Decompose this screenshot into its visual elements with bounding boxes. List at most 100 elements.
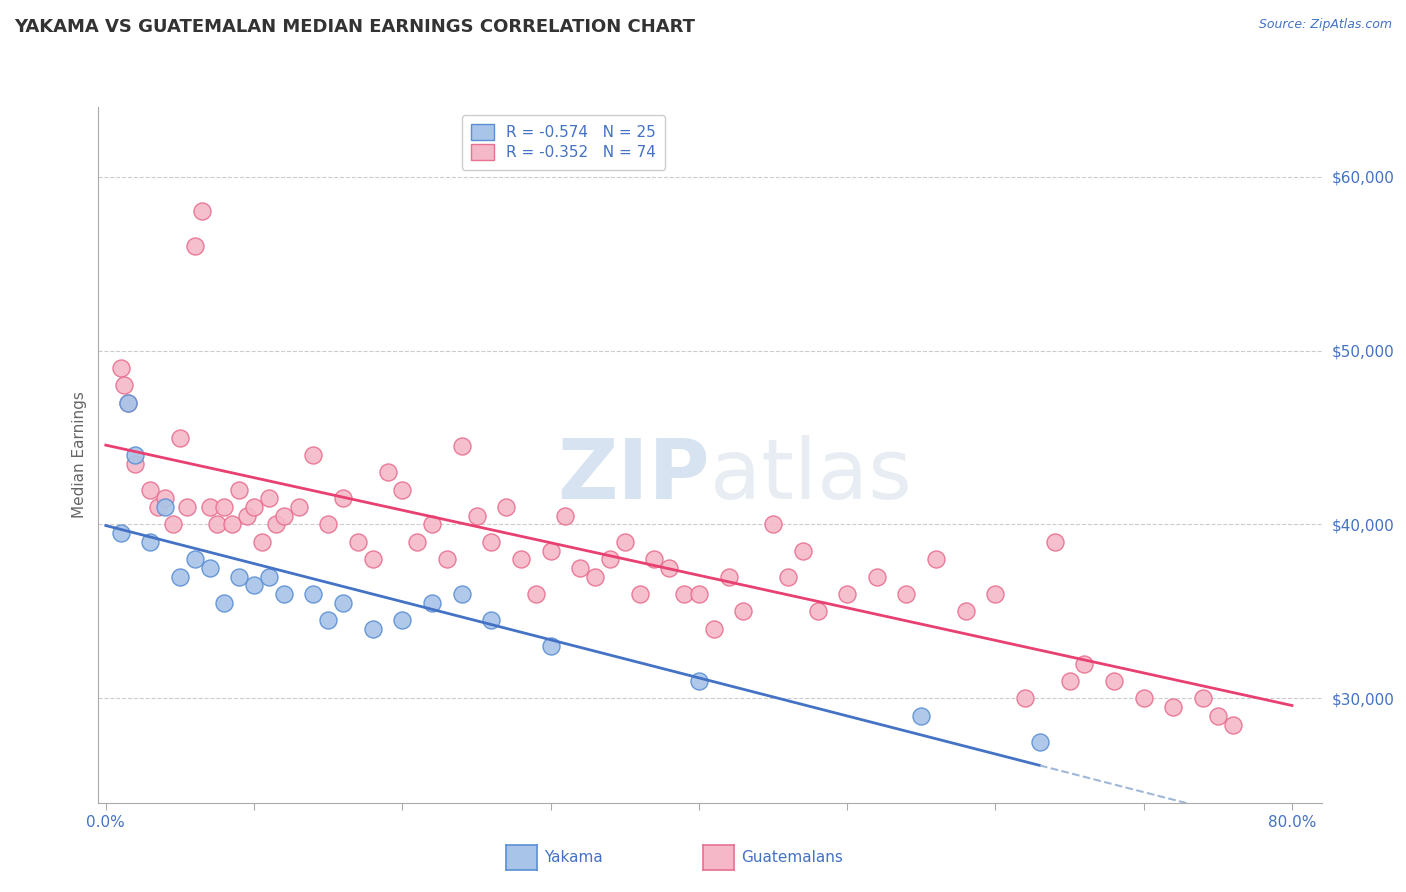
Point [1014, 691, 1036, 706]
Point [465, 508, 488, 523]
Point [450, 587, 472, 601]
Point [117, 395, 139, 409]
Text: ZIP: ZIP [558, 435, 710, 516]
Point [361, 622, 384, 636]
Point [1192, 691, 1215, 706]
Text: Source: ZipAtlas.com: Source: ZipAtlas.com [1258, 18, 1392, 31]
Point [955, 605, 977, 619]
Point [717, 570, 740, 584]
Point [214, 500, 236, 514]
Point [169, 430, 191, 444]
Point [450, 439, 472, 453]
Point [117, 395, 139, 409]
Point [554, 508, 576, 523]
Point [673, 587, 696, 601]
Point [613, 534, 636, 549]
Point [266, 517, 288, 532]
Text: Yakama: Yakama [544, 850, 603, 864]
Point [984, 587, 1007, 601]
Point [806, 605, 828, 619]
Text: YAKAMA VS GUATEMALAN MEDIAN EARNINGS CORRELATION CHART: YAKAMA VS GUATEMALAN MEDIAN EARNINGS COR… [14, 18, 695, 36]
Point [139, 483, 162, 497]
Point [287, 500, 309, 514]
Point [162, 517, 184, 532]
Point [257, 491, 280, 506]
Point [599, 552, 621, 566]
Point [198, 561, 221, 575]
Point [176, 500, 198, 514]
Text: Guatemalans: Guatemalans [741, 850, 842, 864]
Point [925, 552, 948, 566]
Point [332, 491, 354, 506]
Point [1222, 717, 1244, 731]
Point [1043, 534, 1066, 549]
Point [184, 239, 207, 253]
Point [228, 483, 250, 497]
Point [896, 587, 918, 601]
Point [658, 561, 681, 575]
Point [316, 517, 339, 532]
Point [391, 483, 413, 497]
Point [273, 587, 295, 601]
Point [332, 596, 354, 610]
Point [436, 552, 458, 566]
Point [540, 543, 562, 558]
Point [110, 526, 132, 541]
Y-axis label: Median Earnings: Median Earnings [72, 392, 87, 518]
Point [257, 570, 280, 584]
Point [316, 613, 339, 627]
Point [205, 517, 228, 532]
Point [153, 500, 176, 514]
Point [1059, 674, 1081, 689]
Point [688, 674, 710, 689]
Point [184, 552, 207, 566]
Point [302, 587, 325, 601]
Point [510, 552, 533, 566]
Point [1102, 674, 1125, 689]
Point [583, 570, 606, 584]
Point [139, 534, 162, 549]
Point [146, 500, 169, 514]
Point [391, 613, 413, 627]
Point [420, 517, 443, 532]
Point [540, 639, 562, 653]
Point [1029, 735, 1052, 749]
Point [302, 448, 325, 462]
Point [762, 517, 785, 532]
Legend: R = -0.574   N = 25, R = -0.352   N = 74: R = -0.574 N = 25, R = -0.352 N = 74 [461, 115, 665, 169]
Point [479, 534, 502, 549]
Point [495, 500, 517, 514]
Point [124, 457, 146, 471]
Point [228, 570, 250, 584]
Point [792, 543, 814, 558]
Point [420, 596, 443, 610]
Point [221, 517, 243, 532]
Point [1132, 691, 1154, 706]
Point [377, 466, 399, 480]
Point [703, 622, 725, 636]
Point [250, 534, 273, 549]
Point [273, 508, 295, 523]
Point [643, 552, 665, 566]
Point [837, 587, 859, 601]
Point [1163, 700, 1185, 714]
Text: atlas: atlas [710, 435, 911, 516]
Point [866, 570, 889, 584]
Point [776, 570, 799, 584]
Point [235, 508, 257, 523]
Point [688, 587, 710, 601]
Point [214, 596, 236, 610]
Point [198, 500, 221, 514]
Point [243, 500, 266, 514]
Point [112, 378, 135, 392]
Point [347, 534, 370, 549]
Point [733, 605, 755, 619]
Point [1206, 708, 1229, 723]
Point [110, 360, 132, 375]
Point [153, 491, 176, 506]
Point [361, 552, 384, 566]
Point [910, 708, 932, 723]
Point [191, 204, 214, 219]
Point [1073, 657, 1095, 671]
Point [243, 578, 266, 592]
